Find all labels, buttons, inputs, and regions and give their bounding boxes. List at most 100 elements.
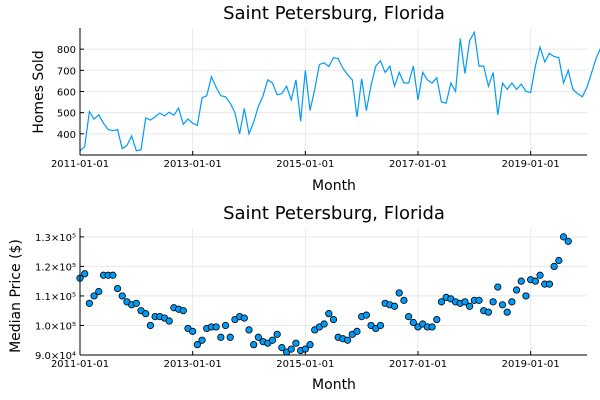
- median-price-x-tick-label-1: 2013-01-01: [164, 359, 222, 370]
- median-price-point-25: [193, 341, 201, 349]
- median-price-point-12: [132, 299, 140, 307]
- median-price-point-43: [278, 344, 286, 352]
- median-price-point-54: [329, 315, 338, 324]
- homes-sold-x-axis-label: Month: [312, 178, 356, 194]
- median-price-x-axis-label: Month: [312, 377, 356, 393]
- median-price-point-61: [362, 311, 370, 319]
- homes-sold-ticks: 2011-01-01 2013-01-01 2015-01-01 2017-01-01…: [51, 45, 560, 170]
- median-price-point-53: [325, 310, 333, 318]
- median-price-y-axis-label: Median Price ($): [8, 239, 24, 353]
- median-price-point-75: [428, 323, 436, 331]
- median-price-point-49: [306, 341, 314, 349]
- median-price-point-102: [555, 256, 563, 265]
- median-price-series: [76, 233, 572, 356]
- median-price-point-85: [475, 296, 483, 304]
- median-price-x-tick-label-3: 2017-01-01: [389, 359, 447, 370]
- median-price-point-94: [517, 277, 525, 285]
- median-price-point-41: [268, 336, 277, 344]
- median-price-point-42: [273, 330, 281, 338]
- homes-sold-y-axis-label: Homes Sold: [31, 50, 47, 133]
- homes-sold-series-line-0: [79, 30, 600, 152]
- homes-sold-y-tick-label-0: 400: [57, 130, 76, 141]
- median-price-x-tick-label-2: 2015-01-01: [276, 359, 334, 370]
- median-price-point-98: [536, 271, 544, 279]
- homes-sold-series: [79, 30, 600, 152]
- median-price-point-76: [433, 315, 441, 324]
- median-price-point-67: [390, 302, 399, 310]
- median-price-point-103: [559, 233, 568, 241]
- homes-sold-x-tick-label-0: 2011-01-01: [51, 159, 109, 170]
- median-price-y-tick-label-3: 1.2×10⁵: [35, 262, 76, 273]
- median-price-point-24: [189, 327, 197, 335]
- median-price-point-104: [564, 237, 572, 245]
- median-price-chart-title: Saint Petersburg, Florida: [223, 203, 445, 224]
- homes-sold-x-tick-label-4: 2019-01-01: [502, 159, 560, 170]
- homes-sold-grid: [79, 28, 587, 155]
- homes-sold-y-tick-label-4: 800: [57, 45, 76, 56]
- median-price-chart: Saint Petersburg, Florida 2011-01-01 2013…: [8, 203, 587, 393]
- median-price-point-9: [118, 292, 126, 300]
- median-price-point-3: [90, 292, 98, 300]
- median-price-y-tick-label-4: 1.3×10⁵: [35, 233, 76, 244]
- median-price-point-101: [550, 262, 558, 270]
- median-price-y-tick-label-1: 1.0×10⁵: [35, 321, 76, 332]
- homes-sold-x-tick-label-3: 2017-01-01: [389, 159, 447, 170]
- median-price-point-70: [405, 312, 413, 321]
- median-price-point-7: [109, 271, 117, 279]
- median-price-point-100: [545, 280, 554, 288]
- median-price-point-35: [240, 314, 248, 322]
- homes-sold-x-tick-label-1: 2013-01-01: [164, 159, 222, 170]
- median-price-point-97: [531, 277, 539, 285]
- median-price-x-tick-label-0: 2011-01-01: [51, 359, 109, 370]
- median-price-point-38: [254, 333, 262, 341]
- median-price-point-95: [522, 292, 530, 300]
- median-price-point-2: [85, 299, 93, 307]
- median-price-x-tick-label-4: 2019-01-01: [502, 359, 560, 370]
- homes-sold-chart: Saint Petersburg, Florida 2011-01-01 2013…: [31, 3, 600, 194]
- homes-sold-chart-title: Saint Petersburg, Florida: [223, 3, 445, 24]
- median-price-point-90: [498, 301, 507, 309]
- median-price-ticks: 2011-01-01 2013-01-01 2015-01-01 2017-01-01…: [35, 233, 560, 370]
- median-price-point-45: [287, 345, 295, 353]
- median-price-point-15: [146, 321, 155, 330]
- median-price-y-tick-label-2: 1.1×10⁵: [35, 292, 76, 303]
- median-price-point-89: [494, 283, 502, 291]
- homes-sold-x-tick-label-2: 2015-01-01: [276, 159, 334, 170]
- median-price-point-14: [142, 310, 150, 318]
- median-price-point-68: [395, 289, 403, 297]
- median-price-point-83: [466, 302, 474, 310]
- median-price-point-32: [226, 333, 234, 341]
- median-price-point-30: [217, 333, 225, 341]
- homes-sold-y-tick-label-3: 700: [57, 66, 76, 77]
- median-price-point-71: [409, 318, 417, 327]
- median-price-y-tick-label-0: 9.0×10⁴: [35, 351, 76, 362]
- median-price-point-4: [95, 287, 103, 296]
- median-price-point-22: [179, 307, 187, 315]
- homes-sold-y-tick-label-2: 600: [57, 88, 76, 99]
- median-price-point-52: [320, 320, 328, 328]
- homes-sold-y-tick-label-1: 500: [57, 109, 76, 120]
- median-price-point-57: [343, 336, 352, 344]
- median-price-point-59: [353, 327, 361, 335]
- median-price-axes: [79, 228, 587, 356]
- median-price-point-69: [400, 296, 408, 304]
- median-price-point-1: [81, 270, 89, 278]
- median-price-point-31: [221, 321, 230, 330]
- median-price-point-64: [376, 321, 385, 330]
- median-price-point-46: [292, 339, 300, 347]
- median-price-point-37: [250, 341, 258, 349]
- median-price-point-36: [245, 326, 253, 334]
- median-price-point-93: [512, 286, 521, 294]
- median-price-point-26: [198, 336, 206, 344]
- median-price-grid: [79, 228, 587, 356]
- median-price-point-87: [484, 308, 493, 316]
- median-price-point-88: [489, 298, 497, 306]
- median-price-point-92: [508, 298, 516, 306]
- median-price-point-82: [461, 298, 469, 306]
- median-price-point-77: [437, 298, 446, 306]
- median-price-point-8: [113, 284, 122, 293]
- median-price-point-91: [503, 308, 511, 316]
- median-price-point-29: [212, 323, 220, 331]
- median-price-point-19: [165, 317, 173, 325]
